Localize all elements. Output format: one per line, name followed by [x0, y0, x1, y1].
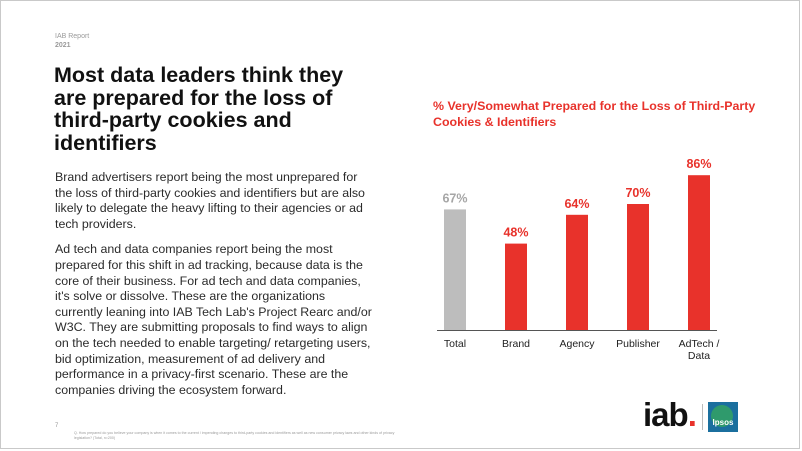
data-label-publisher: 70% — [625, 186, 650, 200]
report-year: 2021 — [55, 42, 71, 49]
chart-title: % Very/Somewhat Prepared for the Loss of… — [433, 99, 756, 129]
bar-adtech-data — [688, 175, 710, 330]
ipsos-logo-text: Ipsos — [712, 418, 734, 427]
bar-publisher — [627, 204, 649, 330]
report-label: IAB Report — [55, 33, 90, 40]
iab-logo: iab. — [643, 396, 697, 433]
tick-label-publisher: Publisher — [616, 338, 660, 350]
ipsos-logo-ring — [711, 405, 733, 427]
bar-brand — [505, 243, 527, 330]
report-meta: IAB Report 2021 — [55, 32, 89, 50]
logo-divider — [702, 404, 703, 430]
body-text: Brand advertisers report being the most … — [55, 170, 373, 408]
tick-label-agency: Agency — [559, 338, 595, 350]
bar-total — [444, 209, 466, 330]
bar-chart: 67% Total 48% Brand 64% Agency 70% Publisher 86%… — [437, 157, 720, 362]
data-label-agency: 64% — [564, 197, 589, 211]
body-paragraph-1: Brand advertisers report being the most … — [55, 170, 365, 231]
tick-label-adtech-data: AdTech / Data — [679, 338, 720, 362]
ipsos-logo: Ipsos — [708, 402, 738, 432]
data-label-adtech-data: 86% — [686, 157, 711, 171]
data-label-total: 67% — [442, 191, 467, 205]
tick-label-brand: Brand — [502, 338, 530, 350]
page-title: Most data leaders think they are prepare… — [54, 63, 344, 155]
body-paragraph-2: Ad tech and data companies report being … — [55, 242, 372, 397]
bar-agency — [566, 214, 588, 330]
footnote: Q. How prepared do you believe your comp… — [74, 431, 395, 440]
page-number: 7 — [55, 423, 59, 429]
iab-logo-dot: . — [687, 396, 697, 433]
iab-logo-text: iab — [643, 396, 689, 433]
tick-label-total: Total — [444, 338, 466, 350]
data-label-brand: 48% — [503, 226, 528, 240]
